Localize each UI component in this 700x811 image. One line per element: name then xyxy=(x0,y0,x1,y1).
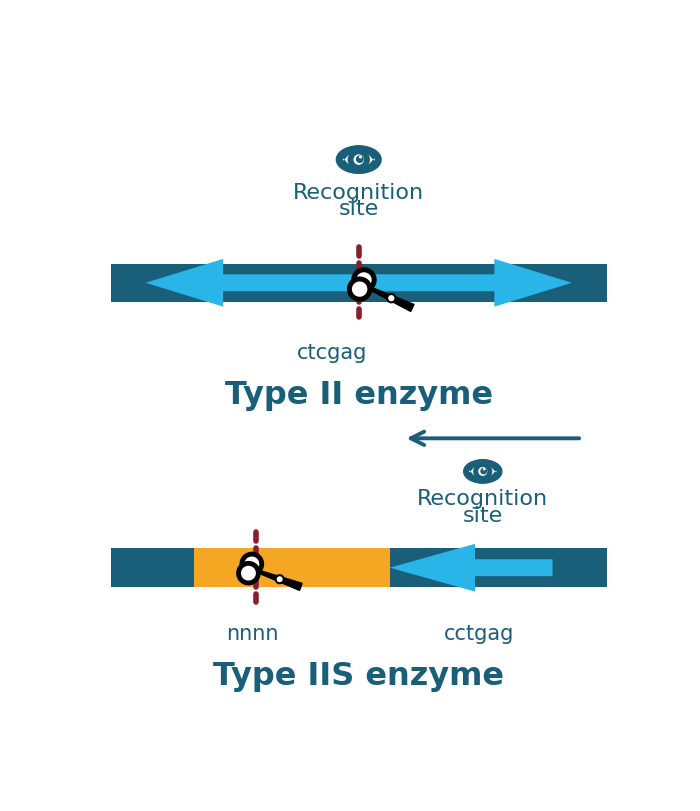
FancyArrow shape xyxy=(390,544,552,592)
Circle shape xyxy=(356,156,364,164)
Text: Type IIS enzyme: Type IIS enzyme xyxy=(214,660,504,691)
Circle shape xyxy=(354,270,374,290)
Bar xyxy=(195,549,390,587)
Text: cctgag: cctgag xyxy=(444,624,514,643)
Polygon shape xyxy=(250,568,301,590)
Polygon shape xyxy=(361,285,414,308)
Polygon shape xyxy=(250,568,302,587)
Polygon shape xyxy=(361,285,412,312)
Circle shape xyxy=(483,468,486,471)
Circle shape xyxy=(387,294,395,303)
Text: ctcgag: ctcgag xyxy=(296,343,367,363)
Circle shape xyxy=(480,468,487,474)
Text: Recognition: Recognition xyxy=(293,182,424,203)
Text: site: site xyxy=(463,505,503,525)
Bar xyxy=(111,264,607,303)
FancyArrow shape xyxy=(355,260,572,307)
Circle shape xyxy=(242,555,262,574)
Circle shape xyxy=(349,280,370,300)
Bar xyxy=(111,549,607,587)
Text: site: site xyxy=(339,199,379,219)
Text: nnnn: nnnn xyxy=(226,624,279,643)
Circle shape xyxy=(276,576,284,584)
Text: Type II enzyme: Type II enzyme xyxy=(225,380,493,410)
Text: Recognition: Recognition xyxy=(417,489,548,508)
Circle shape xyxy=(239,564,258,583)
FancyArrow shape xyxy=(146,260,363,307)
Bar xyxy=(552,549,607,587)
Circle shape xyxy=(359,157,362,159)
